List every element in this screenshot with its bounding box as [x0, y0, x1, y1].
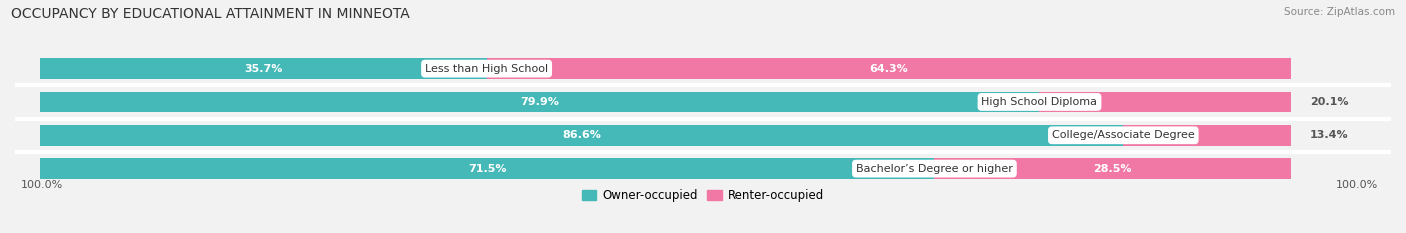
- Text: Bachelor’s Degree or higher: Bachelor’s Degree or higher: [856, 164, 1012, 174]
- Bar: [39, 92, 1039, 112]
- Text: 28.5%: 28.5%: [1094, 164, 1132, 174]
- Bar: [486, 58, 1291, 79]
- Bar: [1123, 125, 1291, 146]
- Bar: [39, 125, 1291, 146]
- Text: College/Associate Degree: College/Associate Degree: [1052, 130, 1195, 140]
- Bar: [39, 58, 486, 79]
- Text: 100.0%: 100.0%: [21, 180, 63, 190]
- Bar: [39, 158, 935, 179]
- Bar: [39, 92, 1291, 112]
- Text: Less than High School: Less than High School: [425, 64, 548, 74]
- Bar: [39, 58, 1291, 79]
- Text: High School Diploma: High School Diploma: [981, 97, 1098, 107]
- Bar: [39, 158, 1291, 179]
- Text: 13.4%: 13.4%: [1310, 130, 1348, 140]
- Text: 35.7%: 35.7%: [245, 64, 283, 74]
- Bar: [39, 125, 1123, 146]
- Legend: Owner-occupied, Renter-occupied: Owner-occupied, Renter-occupied: [578, 184, 828, 206]
- Text: 100.0%: 100.0%: [1336, 180, 1378, 190]
- Text: Source: ZipAtlas.com: Source: ZipAtlas.com: [1284, 7, 1395, 17]
- Text: 71.5%: 71.5%: [468, 164, 506, 174]
- Text: 86.6%: 86.6%: [562, 130, 602, 140]
- Text: OCCUPANCY BY EDUCATIONAL ATTAINMENT IN MINNEOTA: OCCUPANCY BY EDUCATIONAL ATTAINMENT IN M…: [11, 7, 411, 21]
- Bar: [935, 158, 1291, 179]
- Text: 64.3%: 64.3%: [869, 64, 908, 74]
- Bar: [1039, 92, 1291, 112]
- Text: 20.1%: 20.1%: [1310, 97, 1348, 107]
- Text: 79.9%: 79.9%: [520, 97, 560, 107]
